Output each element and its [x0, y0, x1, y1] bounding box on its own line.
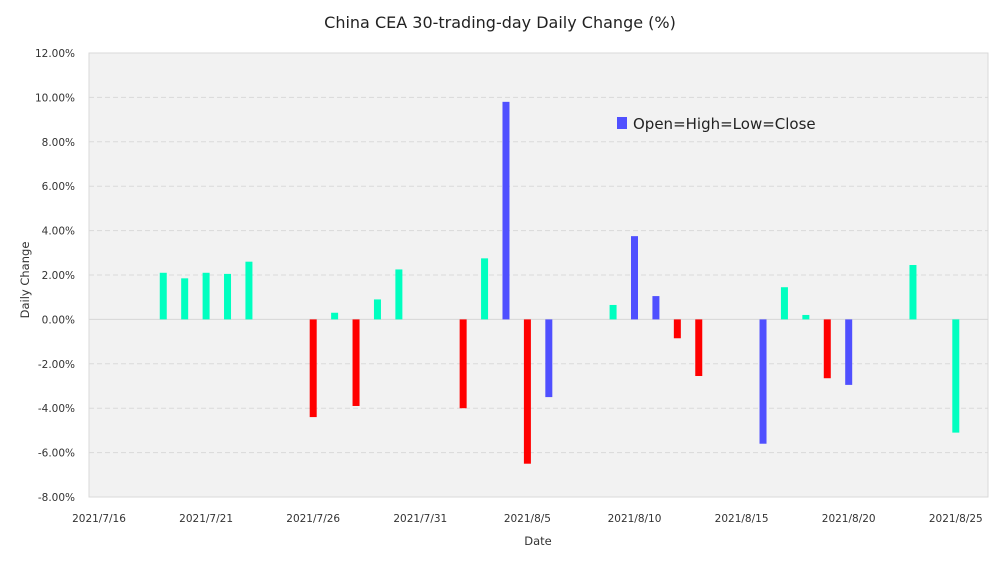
- bar-2021-8-2: [459, 319, 467, 409]
- bar-2021-7-23: [245, 261, 253, 320]
- bar-2021-8-3: [481, 258, 489, 320]
- y-tick-label: 10.00%: [35, 92, 75, 104]
- bar-2021-8-17: [780, 287, 788, 320]
- bar-2021-8-16: [759, 319, 767, 444]
- y-tick-label: -4.00%: [38, 403, 75, 415]
- x-tick-label: 2021/7/21: [179, 513, 233, 525]
- bar-2021-8-10: [631, 236, 638, 320]
- y-tick-label: 8.00%: [42, 137, 75, 149]
- x-tick-label: 2021/8/15: [715, 513, 769, 525]
- x-tick-label: 2021/8/5: [504, 513, 551, 525]
- bar-2021-8-9: [609, 304, 617, 320]
- y-axis-label: Daily Change: [18, 242, 32, 319]
- x-tick-label: 2021/7/31: [393, 513, 447, 525]
- bar-2021-8-19: [823, 319, 831, 379]
- x-tick-label: 2021/7/26: [286, 513, 340, 525]
- bar-2021-8-5: [523, 319, 531, 464]
- y-tick-label: 4.00%: [42, 226, 75, 238]
- bar-2021-7-27: [331, 312, 339, 320]
- bar-2021-7-29: [373, 299, 381, 320]
- bar-2021-8-13: [695, 319, 703, 377]
- bar-2021-7-28: [352, 319, 360, 406]
- x-axis-label: Date: [524, 534, 552, 548]
- bar-2021-8-4: [502, 101, 510, 320]
- chart-title: China CEA 30-trading-day Daily Change (%…: [324, 13, 676, 32]
- y-tick-label: -8.00%: [38, 492, 75, 504]
- y-tick-label: -6.00%: [38, 448, 75, 460]
- bar-2021-8-25: [952, 319, 960, 433]
- y-tick-label: 0.00%: [42, 314, 75, 326]
- x-tick-label: 2021/8/10: [608, 513, 662, 525]
- x-tick-label: 2021/8/25: [929, 513, 983, 525]
- x-axis-ticks: 2021/7/16 2021/7/21 2021/7/26 2021/7/31 2021…: [72, 513, 983, 525]
- bar-2021-7-21: [202, 272, 210, 320]
- bar-2021-8-20: [845, 319, 853, 385]
- bar-2021-7-20: [181, 278, 189, 320]
- legend: Open=High=Low=Close: [617, 115, 816, 133]
- y-tick-label: -2.00%: [38, 359, 75, 371]
- bar-2021-7-19: [159, 272, 167, 320]
- bar-2021-8-11: [652, 296, 660, 320]
- gridlines: [89, 96, 988, 454]
- bar-2021-8-6: [545, 319, 553, 398]
- x-tick-label: 2021/8/20: [822, 513, 876, 525]
- bar-2021-8-12: [673, 319, 681, 339]
- bar-2021-8-23: [909, 265, 917, 320]
- bar-2021-8-18: [802, 314, 810, 320]
- bars: [159, 101, 960, 464]
- y-tick-label: 12.00%: [35, 48, 75, 60]
- bar-2021-7-22: [224, 273, 232, 320]
- y-axis-ticks: -8.00% -6.00% -4.00% -2.00% 0.00% 2.00% 4.00% 6…: [35, 48, 75, 504]
- bar-2021-7-30: [395, 269, 403, 320]
- y-tick-label: 6.00%: [42, 181, 75, 193]
- legend-swatch: [617, 117, 627, 129]
- bar-2021-7-26: [309, 319, 317, 418]
- x-tick-label: 2021/7/16: [72, 513, 126, 525]
- y-tick-label: 2.00%: [42, 270, 75, 282]
- legend-label: Open=High=Low=Close: [633, 115, 816, 133]
